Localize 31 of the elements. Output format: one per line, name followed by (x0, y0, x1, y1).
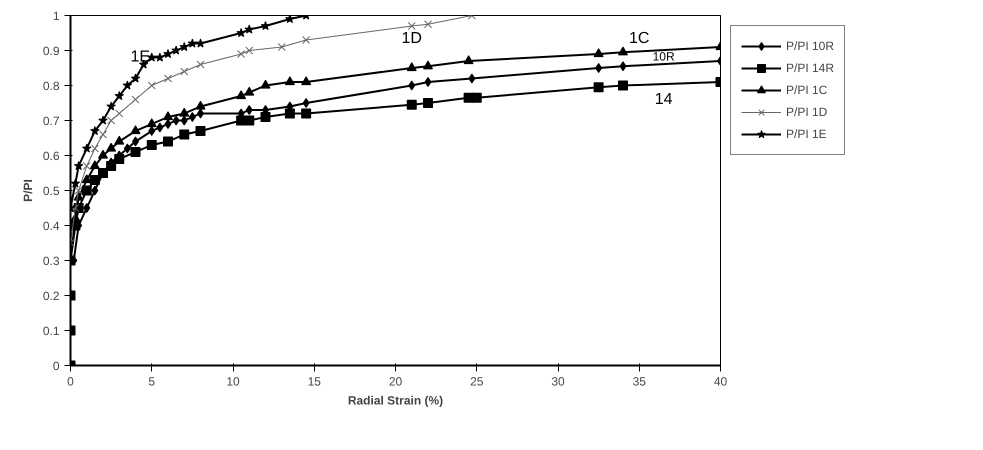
y-tick-label: 0.1 (42, 324, 60, 338)
x-tick-label: 20 (388, 374, 402, 388)
y-tick-label: 0.3 (42, 254, 60, 268)
x-axis-title: Radial Strain (%) (348, 394, 444, 408)
annotation: 1D (402, 30, 422, 47)
annotation: 10R (652, 49, 675, 64)
legend-label: P/PI 1C (786, 83, 828, 97)
y-tick-label: 0.2 (42, 289, 60, 303)
y-tick-label: 0.5 (42, 184, 60, 198)
y-tick-label: 0.7 (42, 114, 60, 128)
y-tick-label: 0.9 (42, 44, 60, 58)
y-tick-label: 0 (52, 359, 60, 373)
y-tick-label: 0.6 (42, 149, 60, 163)
y-axis-title: P/PI (20, 179, 35, 202)
x-tick-label: 35 (632, 374, 646, 388)
x-tick-label: 40 (714, 374, 728, 388)
annotation: 14 (654, 90, 673, 108)
x-tick-label: 25 (470, 374, 484, 388)
x-tick-label: 0 (67, 374, 74, 388)
y-tick-label: 1 (52, 9, 60, 23)
legend-label: P/PI 1D (786, 105, 828, 119)
x-tick-label: 5 (148, 374, 156, 388)
legend-label: P/PI 14R (786, 61, 834, 75)
y-tick-label: 0.4 (42, 219, 60, 233)
x-tick-label: 15 (308, 374, 322, 388)
legend-label: P/PI 1E (786, 127, 827, 141)
y-tick-label: 0.8 (42, 79, 60, 93)
x-tick-label: 10 (226, 374, 240, 388)
legend-label: P/PI 10R (786, 39, 834, 53)
x-tick-label: 30 (551, 374, 565, 388)
annotation: 1C (629, 30, 650, 47)
